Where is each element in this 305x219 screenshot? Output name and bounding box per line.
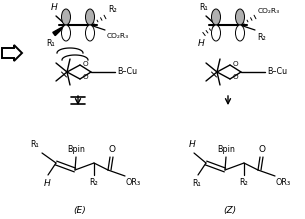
Text: O: O: [259, 145, 265, 154]
Text: R₂: R₂: [257, 33, 266, 42]
Text: R₁: R₁: [200, 3, 208, 12]
Text: O: O: [83, 61, 89, 67]
Ellipse shape: [235, 25, 245, 41]
Text: R₂: R₂: [108, 5, 117, 14]
Text: B–Cu: B–Cu: [267, 67, 287, 76]
Ellipse shape: [211, 9, 221, 25]
Text: (E): (E): [74, 205, 86, 214]
Text: CO₂R₃: CO₂R₃: [107, 33, 129, 39]
Text: R₂: R₂: [90, 178, 99, 187]
Text: OR₃: OR₃: [276, 178, 291, 187]
Text: CO₂R₃: CO₂R₃: [258, 8, 280, 14]
Text: H: H: [198, 39, 204, 48]
Text: R₁: R₁: [47, 39, 56, 48]
Text: OR₃: OR₃: [126, 178, 141, 187]
Text: O: O: [109, 145, 116, 154]
Text: O: O: [233, 61, 239, 67]
Text: Bpin: Bpin: [67, 145, 85, 154]
Ellipse shape: [62, 9, 70, 25]
Ellipse shape: [235, 9, 245, 25]
Ellipse shape: [211, 25, 221, 41]
Text: B–Cu: B–Cu: [117, 67, 137, 76]
FancyArrow shape: [2, 45, 22, 61]
Text: O: O: [83, 74, 89, 80]
Text: Bpin: Bpin: [217, 145, 235, 154]
Text: H: H: [188, 140, 196, 149]
Ellipse shape: [85, 25, 95, 41]
Text: H: H: [44, 179, 50, 188]
Text: H: H: [51, 3, 57, 12]
Text: O: O: [233, 74, 239, 80]
Text: R₁: R₁: [30, 140, 39, 149]
Ellipse shape: [85, 9, 95, 25]
Text: (Z): (Z): [224, 205, 237, 214]
Text: R₂: R₂: [240, 178, 248, 187]
Ellipse shape: [62, 25, 70, 41]
Text: R₁: R₁: [193, 179, 201, 188]
Polygon shape: [53, 25, 66, 36]
